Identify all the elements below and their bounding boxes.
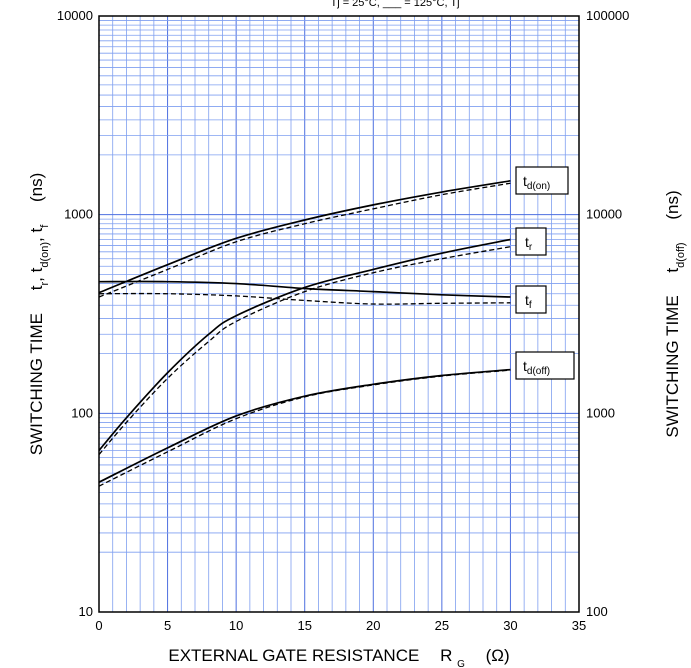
x-tick-label: 25: [435, 618, 449, 633]
y-right-axis-title: SWITCHING TIME td(off) (ns): [663, 190, 687, 437]
grid-lines: [98, 16, 580, 613]
x-axis-symbol: R: [440, 646, 452, 665]
svg-text:td(off): td(off): [523, 358, 550, 377]
series-line-tr-dashed: [98, 246, 511, 455]
label-tdon-main: t: [523, 173, 527, 189]
series-line-tdon-dashed: [98, 182, 511, 298]
series-line-tdon-solid: [98, 180, 511, 294]
y-right-tick-labels: 100 1000 10000 100000: [586, 8, 629, 619]
series-line-tf-dashed: [98, 292, 511, 305]
y-left-tick-label: 100: [71, 405, 93, 420]
y-right-axis-title-main: SWITCHING TIME: [663, 295, 682, 437]
label-tdoff: td(off): [515, 351, 575, 380]
x-tick-label: 35: [572, 618, 586, 633]
label-tf-sub: f: [529, 300, 532, 311]
y-left-tick-label: 10: [79, 604, 93, 619]
x-axis-unit: (Ω): [486, 646, 510, 665]
label-tdon: td(on): [515, 166, 569, 195]
y-left-axis-title: SWITCHING TIME tr, td(on), tf (ns): [27, 173, 51, 456]
top-caption-fragment: Tj = 25°C, ___ = 125°C, Tj: [330, 0, 459, 9]
x-tick-label: 10: [229, 618, 243, 633]
y-left-axis-unit: (ns): [27, 173, 46, 202]
svg-text:td(on): td(on): [523, 173, 550, 192]
series-line-tr-solid: [98, 238, 511, 452]
y-left-tick-label: 10000: [57, 8, 93, 23]
y-right-axis-unit: (ns): [663, 190, 682, 219]
y-right-tick-label: 100: [586, 604, 608, 619]
series-line-tdoff-dashed: [98, 369, 511, 487]
x-tick-label: 5: [164, 618, 171, 633]
plot-frame: [98, 15, 580, 613]
x-axis-title-main: EXTERNAL GATE RESISTANCE: [168, 646, 419, 665]
label-tf-box: [515, 285, 547, 314]
label-tdoff-box: [515, 351, 575, 380]
x-axis-title: EXTERNAL GATE RESISTANCE R G (Ω): [168, 646, 509, 668]
y-left-symbol-tf: t: [27, 228, 46, 233]
y-left-tick-label: 1000: [64, 207, 93, 222]
x-axis-symbol-sub: G: [457, 659, 465, 668]
label-tr-box: [515, 227, 547, 256]
svg-text:tr: tr: [525, 234, 533, 253]
y-left-sub-f: f: [39, 224, 51, 228]
label-tf: tf: [515, 285, 547, 314]
x-tick-label: 30: [503, 618, 517, 633]
label-tr-main: t: [525, 234, 529, 250]
y-right-symbol-sub: d(off): [675, 242, 687, 267]
y-right-tick-label: 100000: [586, 8, 629, 23]
y-left-tick-labels: 10 100 1000 10000: [57, 8, 93, 619]
y-left-symbol-tr: t: [27, 285, 46, 290]
label-tdoff-sub: d(off): [527, 366, 550, 377]
label-tdon-sub: d(on): [527, 181, 550, 192]
y-left-sub-r: r: [39, 282, 51, 286]
y-right-tick-label: 1000: [586, 405, 615, 420]
y-left-sub-don: d(on): [39, 242, 51, 268]
x-tick-label: 15: [297, 618, 311, 633]
y-left-axis-title-main: SWITCHING TIME: [27, 313, 46, 455]
y-left-symbol-tdon: t: [27, 267, 46, 272]
label-tdoff-main: t: [523, 358, 527, 374]
x-tick-label: 20: [366, 618, 380, 633]
y-right-symbol: t: [663, 268, 682, 273]
series-line-tf-solid: [98, 280, 511, 298]
label-tdon-box: [515, 166, 569, 195]
svg-text:tf: tf: [525, 292, 532, 311]
y-right-tick-label: 10000: [586, 207, 622, 222]
series-lines: [98, 180, 511, 487]
label-tr: tr: [515, 227, 547, 256]
label-tf-main: t: [525, 292, 529, 308]
x-tick-labels: 0 5 10 15 20 25 30 35: [95, 618, 586, 633]
label-tr-sub: r: [529, 242, 533, 253]
x-tick-label: 0: [95, 618, 102, 633]
